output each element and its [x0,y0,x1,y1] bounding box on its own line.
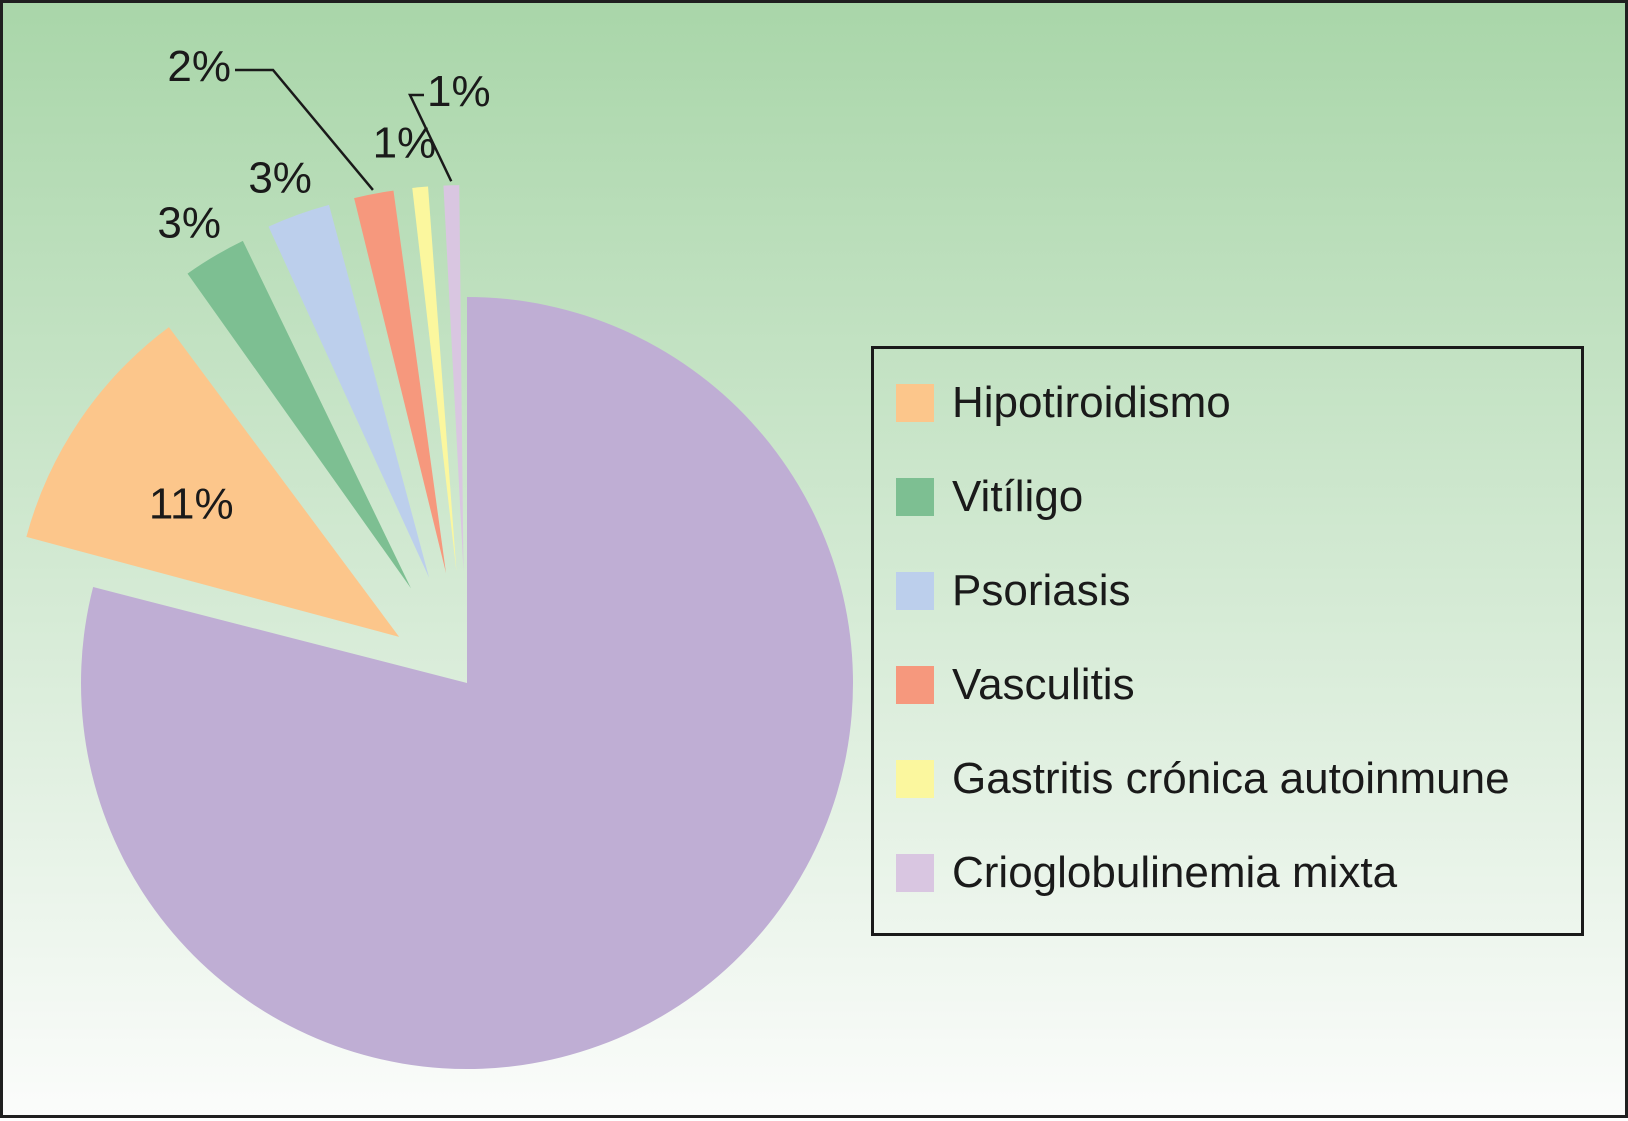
legend-swatch [896,760,934,798]
slice-crioglobulinemia [443,185,464,572]
legend-item-vasculitis: Vasculitis [896,660,1135,709]
legend-swatch [896,854,934,892]
data-label-vasculitis: 2% [167,42,231,91]
legend-label: Crioglobulinemia mixta [952,848,1398,897]
legend-label: Vitíligo [952,472,1084,521]
slice-vitiligo [187,240,412,589]
legend-swatch [896,478,934,516]
slice-hipotiroidismo [26,327,400,637]
data-label-psoriasis: 3% [248,154,312,203]
leader-line-vasculitis [235,68,374,191]
legend-label: Gastritis crónica autoinmune [952,754,1510,803]
legend-label: Psoriasis [952,566,1131,615]
legend-item-hipotiroidismo: Hipotiroidismo [896,378,1231,427]
legend-label: Vasculitis [952,660,1135,709]
legend-swatch [896,666,934,704]
slice-vasculitis [354,190,447,573]
legend-label: Hipotiroidismo [952,378,1231,427]
legend-item-gastritis: Gastritis crónica autoinmune [896,754,1510,803]
data-label-hipotiroidismo: 11% [149,479,234,528]
slice-gastritis [412,186,457,572]
pie-chart: 11% 3% 3% 2% 1%1% [26,42,853,1069]
data-label-crioglobulinemia: 1% [427,67,491,116]
slice-psoriasis [268,204,430,578]
leader-line-crioglobulinemia [408,93,453,182]
data-label-vitiligo: 3% [157,198,221,247]
legend-swatch [896,572,934,610]
legend-item-vitiligo: Vitíligo [896,472,1084,521]
legend-item-crioglobulinemia: Crioglobulinemia mixta [896,848,1398,897]
legend: Hipotiroidismo Vitíligo Psoriasis Vascul… [871,346,1584,936]
legend-item-psoriasis: Psoriasis [896,566,1131,615]
slice-crioglobulinemia-main [80,297,853,1069]
data-label-gastritis: 1% [373,118,437,167]
legend-swatch [896,384,934,422]
